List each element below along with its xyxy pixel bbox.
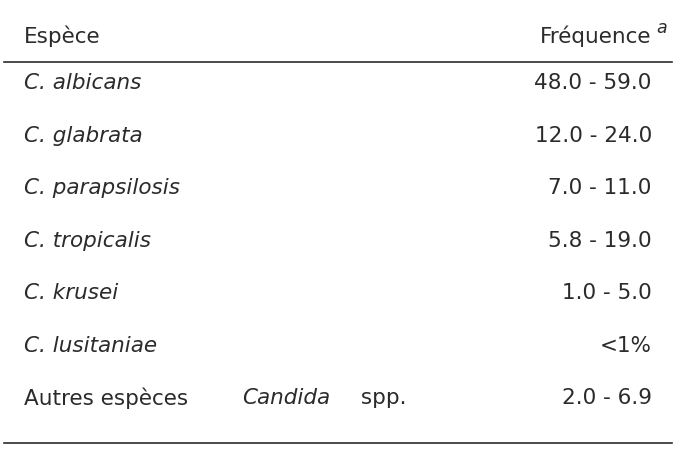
Text: 2.0 - 6.9: 2.0 - 6.9 <box>562 389 652 408</box>
Text: <1%: <1% <box>600 336 652 356</box>
Text: C. krusei: C. krusei <box>24 284 118 303</box>
Text: 1.0 - 5.0: 1.0 - 5.0 <box>562 284 652 303</box>
Text: 48.0 - 59.0: 48.0 - 59.0 <box>535 73 652 94</box>
Text: 12.0 - 24.0: 12.0 - 24.0 <box>535 126 652 146</box>
Text: a: a <box>656 18 667 36</box>
Text: C. tropicalis: C. tropicalis <box>24 231 151 251</box>
Text: 5.8 - 19.0: 5.8 - 19.0 <box>548 231 652 251</box>
Text: Fréquence: Fréquence <box>540 25 652 47</box>
Text: 7.0 - 11.0: 7.0 - 11.0 <box>548 178 652 198</box>
Text: spp.: spp. <box>354 389 407 408</box>
Text: Candida: Candida <box>242 389 331 408</box>
Text: C. lusitaniae: C. lusitaniae <box>24 336 158 356</box>
Text: C. glabrata: C. glabrata <box>24 126 143 146</box>
Text: C. albicans: C. albicans <box>24 73 141 94</box>
Text: C. parapsilosis: C. parapsilosis <box>24 178 180 198</box>
Text: Espèce: Espèce <box>24 25 101 47</box>
Text: Autres espèces: Autres espèces <box>24 388 195 409</box>
